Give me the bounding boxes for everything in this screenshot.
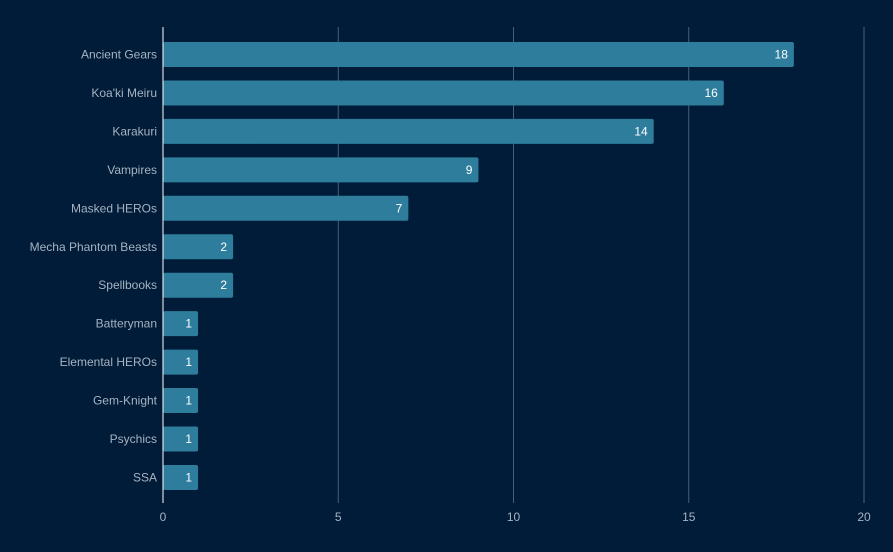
bar [163,42,794,67]
bar [163,80,724,106]
category-label: Psychics [110,432,157,446]
bar [163,464,199,490]
x-tick-label: 15 [682,510,696,524]
bar [163,272,234,298]
bar [163,234,234,260]
data-label: 1 [185,394,192,408]
data-label: 2 [220,240,227,254]
category-label: Gem-Knight [93,394,158,408]
category-label: Mecha Phantom Beasts [30,240,157,254]
category-label: Spellbooks [98,278,157,292]
data-label: 1 [185,432,192,446]
bar [163,311,199,337]
bar [163,426,199,452]
category-label: Elemental HEROs [60,355,157,369]
category-label: Batteryman [96,317,157,331]
data-label: 2 [220,278,227,292]
category-label: Karakuri [112,124,157,138]
bar [163,388,199,414]
category-label: Ancient Gears [81,48,157,62]
bar [163,118,654,144]
data-label: 1 [185,355,192,369]
x-tick-label: 10 [507,510,521,524]
category-label: Koa'ki Meiru [91,86,157,100]
data-label: 16 [704,86,718,100]
data-label: 1 [185,470,192,484]
x-tick-label: 0 [160,510,167,524]
data-label: 14 [634,124,648,138]
bar [163,195,409,221]
category-label: SSA [133,470,157,484]
data-label: 1 [185,317,192,331]
data-label: 9 [466,163,473,177]
bar [163,157,479,183]
data-label: 18 [775,48,789,62]
x-tick-label: 20 [857,510,871,524]
x-tick-label: 5 [335,510,342,524]
data-label: 7 [396,201,403,215]
category-label: Masked HEROs [71,201,157,215]
bar [163,349,199,375]
category-label: Vampires [107,163,157,177]
